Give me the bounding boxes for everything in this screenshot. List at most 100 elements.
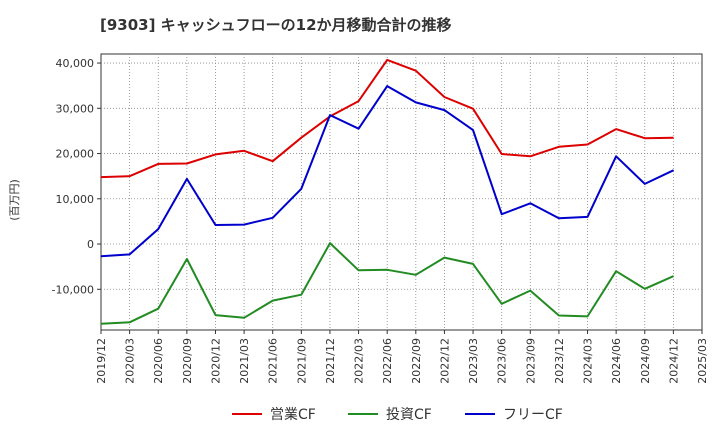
- data-point: [415, 70, 417, 72]
- data-point: [501, 213, 503, 215]
- x-tick-label: 2022/09: [410, 338, 423, 384]
- data-point: [243, 150, 245, 152]
- y-tick-label: 40,000: [56, 57, 95, 70]
- series-group: [100, 58, 674, 325]
- x-tick-label: 2021/03: [238, 338, 251, 384]
- data-point: [472, 108, 474, 110]
- x-tick-label: 2022/03: [353, 338, 366, 384]
- y-tick-label: 0: [87, 238, 94, 251]
- data-point: [644, 183, 646, 185]
- data-point: [300, 137, 302, 139]
- data-point: [558, 315, 560, 317]
- data-point: [358, 100, 360, 102]
- x-tick-label: 2024/06: [610, 338, 623, 384]
- x-tick-label: 2023/06: [496, 338, 509, 384]
- data-point: [300, 294, 302, 296]
- x-tick-label: 2020/12: [209, 338, 222, 384]
- data-point: [587, 216, 589, 218]
- data-point: [186, 258, 188, 260]
- data-point: [529, 202, 531, 204]
- x-tick-label: 2022/06: [381, 338, 394, 384]
- data-point: [157, 308, 159, 310]
- data-point: [415, 101, 417, 103]
- data-point: [615, 155, 617, 157]
- data-point: [272, 300, 274, 302]
- data-point: [386, 59, 388, 61]
- y-tick-label: 10,000: [56, 193, 95, 206]
- data-point: [300, 188, 302, 190]
- data-point: [243, 224, 245, 226]
- data-point: [272, 160, 274, 162]
- chart-title: [9303] キャッシュフローの12か月移動合計の推移: [100, 16, 452, 34]
- data-point: [558, 146, 560, 148]
- data-point: [100, 176, 102, 178]
- data-point: [529, 290, 531, 292]
- x-tick-label: 2021/06: [267, 338, 280, 384]
- data-point: [558, 217, 560, 219]
- legend-label-3: フリーCF: [503, 407, 563, 423]
- data-point: [214, 153, 216, 155]
- x-tick-label: 2024/03: [582, 338, 595, 384]
- x-tick-label: 2019/12: [95, 338, 108, 384]
- data-point: [386, 85, 388, 87]
- y-tick-label: -10,000: [52, 283, 94, 296]
- data-point: [157, 228, 159, 230]
- data-point: [100, 255, 102, 257]
- data-point: [386, 269, 388, 271]
- y-axis-label: (百万円): [8, 179, 21, 221]
- data-point: [672, 137, 674, 139]
- data-point: [329, 242, 331, 244]
- data-point: [186, 162, 188, 164]
- data-point: [129, 321, 131, 323]
- x-tick-label: 2020/06: [152, 338, 165, 384]
- x-tick-label: 2022/12: [438, 338, 451, 384]
- data-point: [214, 224, 216, 226]
- x-tick-label: 2023/03: [467, 338, 480, 384]
- x-tick-label: 2025/03: [696, 338, 709, 384]
- data-point: [243, 317, 245, 319]
- data-point: [214, 314, 216, 316]
- x-tick-label: 2020/03: [124, 338, 137, 384]
- data-point: [100, 323, 102, 325]
- data-point: [587, 315, 589, 317]
- data-point: [472, 263, 474, 265]
- y-tick-label: 30,000: [56, 102, 95, 115]
- x-tick-label: 2020/09: [181, 338, 194, 384]
- data-point: [358, 128, 360, 130]
- y-axis-ticks: -10,000 0 10,000 20,000 30,000 40,000: [52, 57, 101, 296]
- plot-area: [100, 53, 703, 331]
- data-point: [443, 109, 445, 111]
- data-point: [644, 288, 646, 290]
- data-point: [358, 269, 360, 271]
- data-point: [672, 275, 674, 277]
- x-tick-label: 2021/12: [324, 338, 337, 384]
- legend-label-2: 投資CF: [386, 407, 432, 423]
- data-point: [644, 137, 646, 139]
- data-point: [443, 96, 445, 98]
- data-point: [615, 128, 617, 130]
- data-point: [415, 274, 417, 276]
- data-point: [186, 178, 188, 180]
- x-tick-label: 2021/09: [295, 338, 308, 384]
- x-axis-ticks: 2019/12 2020/03 2020/06 2020/09 2020/12 2021/…: [95, 330, 709, 384]
- data-point: [272, 217, 274, 219]
- legend: 営業CF 投資CF フリーCF: [232, 407, 563, 423]
- x-tick-label: 2024/12: [667, 338, 680, 384]
- data-point: [501, 153, 503, 155]
- x-tick-label: 2024/09: [639, 338, 652, 384]
- data-point: [443, 257, 445, 259]
- data-point: [157, 163, 159, 165]
- x-tick-label: 2023/09: [524, 338, 537, 384]
- data-point: [501, 303, 503, 305]
- x-tick-label: 2023/12: [553, 338, 566, 384]
- y-tick-label: 20,000: [56, 148, 95, 161]
- grid-lines: [101, 54, 702, 330]
- data-point: [672, 169, 674, 171]
- data-point: [615, 270, 617, 272]
- data-point: [329, 114, 331, 116]
- data-point: [472, 129, 474, 131]
- data-point: [129, 175, 131, 177]
- data-point: [529, 155, 531, 157]
- legend-label-1: 営業CF: [270, 407, 316, 423]
